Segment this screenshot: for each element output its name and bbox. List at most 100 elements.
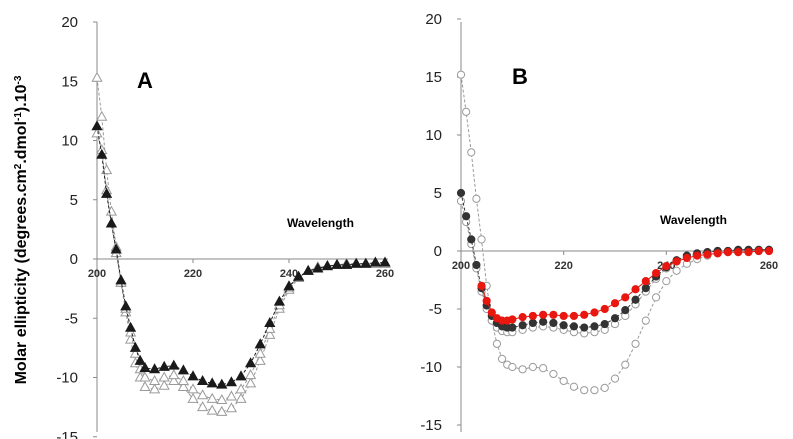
panel-b-x-tick-label: 200 <box>452 260 470 272</box>
panel-b-series-3-point <box>559 311 568 321</box>
panel-a-series-0-point <box>206 404 218 415</box>
panel-a-series-1-point <box>177 375 190 386</box>
panel-b-series-0-point <box>508 362 517 372</box>
panel-b-series-3-point <box>610 299 620 308</box>
panel-a-y-tick-label: -15 <box>56 429 78 439</box>
panel-b-series-0-point <box>528 362 537 372</box>
y-axis-label-main: Molar ellipticity (degrees.cm <box>13 169 30 384</box>
panel-b-series-0-point <box>477 235 486 244</box>
panel-b-series-3-point <box>487 308 496 317</box>
panel-b-label: B <box>512 64 528 89</box>
panel-b-series-0-line <box>460 74 770 391</box>
panel-a-series-2-point <box>340 258 353 269</box>
panel-a-series-1-point <box>168 369 180 380</box>
panel-b-y-tick-label: 15 <box>425 69 442 86</box>
panel-b-series-0-point <box>621 360 630 369</box>
panel-a-series-2-point <box>168 359 180 370</box>
panel-a-series-2-point <box>379 256 391 267</box>
panel-b-x-axis-label: Wavelength <box>660 213 727 227</box>
panel-a-series-2-point <box>177 364 190 375</box>
panel-b-series-0-point <box>467 148 476 157</box>
panel-a-series-2-point <box>100 187 113 198</box>
panel-b-series-0-point <box>631 339 640 348</box>
panel-a-series-1-point <box>91 127 103 138</box>
panel-a-series-0-point <box>168 375 180 386</box>
panel-b-x-tick-label: 260 <box>760 260 778 272</box>
panel-b-series-2-point <box>600 319 609 329</box>
panel-b-series-3-point <box>682 253 691 263</box>
panel-b-series-2-point <box>462 212 471 221</box>
panel-a-series-1-point <box>244 369 257 380</box>
panel-b-y-tick-label: 0 <box>434 243 442 260</box>
panel-b-series-3-point <box>641 277 650 286</box>
panel-a-series-0-point <box>96 110 108 121</box>
panel-a-y-tick-label: -10 <box>56 370 78 387</box>
panel-b-series-3-point <box>580 310 589 319</box>
panel-b-series-2-point <box>590 322 599 331</box>
panel-a-series-2-point <box>206 377 218 388</box>
panel-b-y-tick-label: 20 <box>425 11 442 28</box>
panel-b-series-3-point <box>590 308 599 317</box>
panel-a-series-2-point <box>115 274 127 285</box>
panel-b-series-2-point <box>580 323 589 332</box>
y-axis-label: Molar ellipticity (degrees.cm2.dmol-1).1… <box>13 75 31 384</box>
panel-b-series-3-point <box>528 311 537 321</box>
panel-b-series-2-point <box>569 322 579 331</box>
y-axis-label-sup3: -3 <box>13 75 24 84</box>
panel-b-series-2-point <box>641 284 650 293</box>
panel-a-series-2-point <box>120 300 132 311</box>
panel-b-series-3-point <box>764 246 774 256</box>
panel-a-series-1-point <box>216 393 228 405</box>
panel-b-series-3-point <box>713 249 722 258</box>
panel-b-y-tick-label: -10 <box>420 359 442 376</box>
panel-b-series-3-point <box>754 246 763 256</box>
panel-a-series-1-point <box>254 347 266 358</box>
panel-a-series-2-point <box>264 316 276 327</box>
panel-a-series-0-point <box>225 402 238 413</box>
panel-b-series-3-point <box>703 250 712 259</box>
panel-b-series-2-point <box>610 314 620 323</box>
panel-b-series-3-point <box>549 310 558 319</box>
panel-a-y-tick-label: -5 <box>65 310 78 327</box>
panel-b-series-3-point <box>631 285 640 294</box>
panel-b-series-0-point <box>651 293 661 302</box>
panel-b-series-0-point <box>662 277 671 286</box>
panel-a-series-2-point <box>158 360 170 371</box>
panel-b-series-3-point <box>621 293 630 302</box>
panel-a-series-2-point <box>350 257 362 268</box>
panel-a-series-0-point <box>196 401 209 412</box>
panel-a-series-2-point <box>91 120 103 131</box>
panel-a-series-2-point <box>110 243 122 254</box>
panel-b-y-tick-label: 10 <box>425 127 442 144</box>
panel-b-series-2-point <box>467 235 476 244</box>
y-axis-label-mid: .dmol <box>13 121 30 164</box>
panel-b-series-3-point <box>569 311 579 321</box>
panel-b-series-2-point <box>472 260 481 270</box>
panel-a-series-1-point <box>187 383 199 394</box>
panel-b-series-3-point <box>477 281 486 290</box>
panel-b-series-3-point <box>662 261 671 271</box>
panel-a-series-0-point <box>216 405 228 416</box>
panel-a-y-tick-label: 0 <box>70 251 78 268</box>
panel-a-series-0-point <box>235 392 247 403</box>
y-axis-label-sup2: -1 <box>13 112 24 121</box>
panel-a-series-2-point <box>244 357 257 368</box>
panel-a-series-2-point <box>196 375 209 386</box>
panel-b-series-3-point <box>723 248 733 257</box>
panel-a-series <box>91 71 391 416</box>
panel-a-series-2-line <box>96 126 385 386</box>
panel-a-series-2-point <box>134 354 146 365</box>
panel-a-series-2-point <box>139 361 151 373</box>
panel-a-series-0-point <box>177 380 190 391</box>
panel-b-series-2-point <box>549 318 558 328</box>
panel-a-series-0-point <box>158 379 170 390</box>
panel-a-series-0-point <box>91 71 103 82</box>
panel-a-series-2-point <box>235 370 247 381</box>
panel-b-series-0-point <box>672 266 681 275</box>
panel-a-series-2-point <box>216 378 228 389</box>
panel-b-series-0-point <box>580 386 589 395</box>
panel-b-series-2-point <box>539 317 548 326</box>
panel-b-series-3-point <box>744 248 753 257</box>
